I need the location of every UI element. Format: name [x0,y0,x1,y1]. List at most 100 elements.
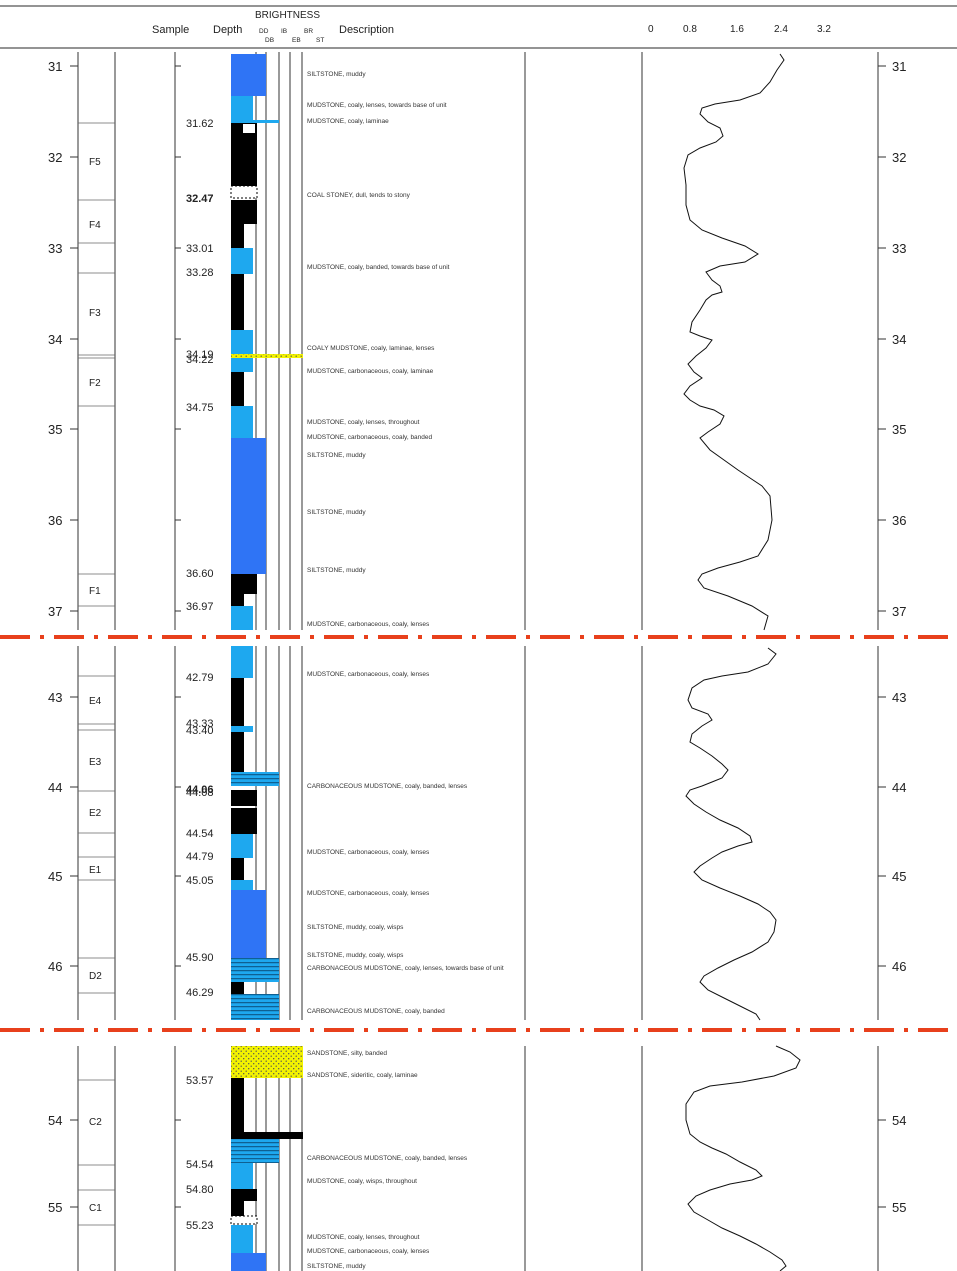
depth-tick-left: 36 [48,513,62,528]
depth-tick-left: 55 [48,1200,62,1215]
depth-tick-left: 35 [48,422,62,437]
brightness-curve [686,1046,800,1271]
log-section-2: E4 E3 E2 E1 D2 43 44 45 46 43 44 45 46 4… [48,646,906,1020]
lithology-description: MUDSTONE, coaly, lenses, throughout [307,419,420,426]
sample-label: E4 [89,696,102,707]
lithology-description: CARBONACEOUS MUDSTONE, coaly, banded, le… [307,1155,468,1162]
sample-label: F4 [89,220,101,231]
lithology-description: SANDSTONE, sideritic, coaly, laminae [307,1072,418,1079]
lithology-description: MUDSTONE, carbonaceous, coaly, laminae [307,368,434,375]
curve-scale-label: 1.6 [730,24,744,35]
sample-depth-label: 53.57 [186,1075,214,1087]
depth-tick-left: 31 [48,59,62,74]
lithology-description: MUDSTONE, coaly, banded, towards base of… [307,264,450,271]
sample-depth-label: 34.22 [186,354,214,366]
depth-tick-right: 55 [892,1200,906,1215]
sample-label: E2 [89,808,102,819]
depth-tick-right: 44 [892,780,906,795]
sample-depth-label: 33.01 [186,243,214,255]
sample-depth-label: 45.05 [186,875,214,887]
lithology-description: MUDSTONE, carbonaceous, coaly, banded [307,434,433,441]
depth-tick-right: 35 [892,422,906,437]
brightness-column [231,646,279,1020]
brightness-curve [684,54,784,630]
sample-label: F3 [89,308,101,319]
brightness-column-header: BRIGHTNESS [255,10,320,21]
depth-tick-left: 44 [48,780,62,795]
sample-depth-label: 36.97 [186,601,214,613]
sample-label: D2 [89,971,102,982]
lithology-description: MUDSTONE, carbonaceous, coaly, lenses [307,1248,430,1255]
sample-depth-label: 45.90 [186,952,214,964]
log-header: Sample Depth BRIGHTNESS DD IB BR DB EB S… [0,6,957,48]
depth-tick-right: 54 [892,1113,906,1128]
depth-tick-right: 32 [892,150,906,165]
sample-column-header: Sample [152,24,189,36]
sample-label: C1 [89,1203,102,1214]
log-section-3: C2 C1 54 55 54 55 53.57 54.54 54.80 55.2… [48,1046,906,1271]
sample-label: F1 [89,586,101,597]
depth-tick-right: 34 [892,332,906,347]
depth-column-header: Depth [213,24,242,36]
depth-tick-left: 32 [48,150,62,165]
lithology-description: CARBONACEOUS MUDSTONE, coaly, banded, le… [307,783,468,790]
lithology-description: SILTSTONE, muddy [307,452,366,459]
sample-depth-label: 54.54 [186,1159,214,1171]
depth-tick-right: 45 [892,869,906,884]
curve-scale-label: 3.2 [817,24,831,35]
lithology-description: SILTSTONE, muddy [307,71,366,78]
brightness-code-br: BR [304,28,313,35]
lithology-description: MUDSTONE, carbonaceous, coaly, lenses [307,849,430,856]
depth-tick-right: 36 [892,513,906,528]
lithology-description: SILTSTONE, muddy [307,567,366,574]
sample-depth-label: 32.47 [186,193,214,205]
sample-depth-label: 44.79 [186,851,214,863]
sample-depth-label: 43.40 [186,725,214,737]
lithology-description: MUDSTONE, carbonaceous, coaly, lenses [307,671,430,678]
lithology-description: MUDSTONE, coaly, lenses, throughout [307,1234,420,1241]
lithology-description: SILTSTONE, muddy, coaly, wisps [307,924,404,931]
lithology-description: SILTSTONE, muddy [307,509,366,516]
depth-tick-right: 37 [892,604,906,619]
depth-tick-right: 33 [892,241,906,256]
curve-scale-label: 2.4 [774,24,788,35]
depth-tick-left: 45 [48,869,62,884]
sample-depth-label: 54.80 [186,1184,214,1196]
sample-depth-label: 46.29 [186,987,214,999]
log-section-1: F5 F4 F3 F2 F1 31 32 33 34 35 36 37 31 3… [48,52,906,630]
brightness-code-db: DB [265,37,274,44]
depth-tick-left: 43 [48,690,62,705]
sample-depth-label: 36.60 [186,568,214,580]
sample-label: F2 [89,378,101,389]
brightness-code-dd: DD [259,28,269,35]
depth-tick-left: 54 [48,1113,62,1128]
curve-scale-label: 0.8 [683,24,697,35]
sample-label: C2 [89,1117,102,1128]
sample-depth-label: 31.62 [186,118,214,130]
lithology-description: CARBONACEOUS MUDSTONE, coaly, banded [307,1008,445,1015]
brightness-code-st: ST [316,37,324,44]
sample-depth-label: 42.79 [186,672,214,684]
depth-tick-left: 33 [48,241,62,256]
depth-tick-right: 31 [892,59,906,74]
lithology-description: MUDSTONE, carbonaceous, coaly, lenses [307,621,430,628]
depth-tick-left: 34 [48,332,62,347]
lithology-description: MUDSTONE, coaly, laminae [307,118,389,125]
lithology-description: MUDSTONE, coaly, wisps, throughout [307,1178,417,1185]
lithology-description: SILTSTONE, muddy [307,1263,366,1270]
sample-label: E3 [89,757,102,768]
lithology-description: SANDSTONE, silty, banded [307,1050,387,1057]
brightness-code-eb: EB [292,37,301,44]
brightness-curve [686,648,776,1020]
sample-depth-label: 55.23 [186,1220,214,1232]
sample-depth-label: 44.08 [186,787,214,799]
lithology-description: COAL STONEY, dull, tends to stony [307,192,411,199]
depth-tick-left: 46 [48,959,62,974]
sample-label: E1 [89,865,102,876]
depth-tick-right: 43 [892,690,906,705]
brightness-column [231,54,303,630]
sample-depth-label: 33.28 [186,267,214,279]
sample-label: F5 [89,157,101,168]
depth-tick-right: 46 [892,959,906,974]
